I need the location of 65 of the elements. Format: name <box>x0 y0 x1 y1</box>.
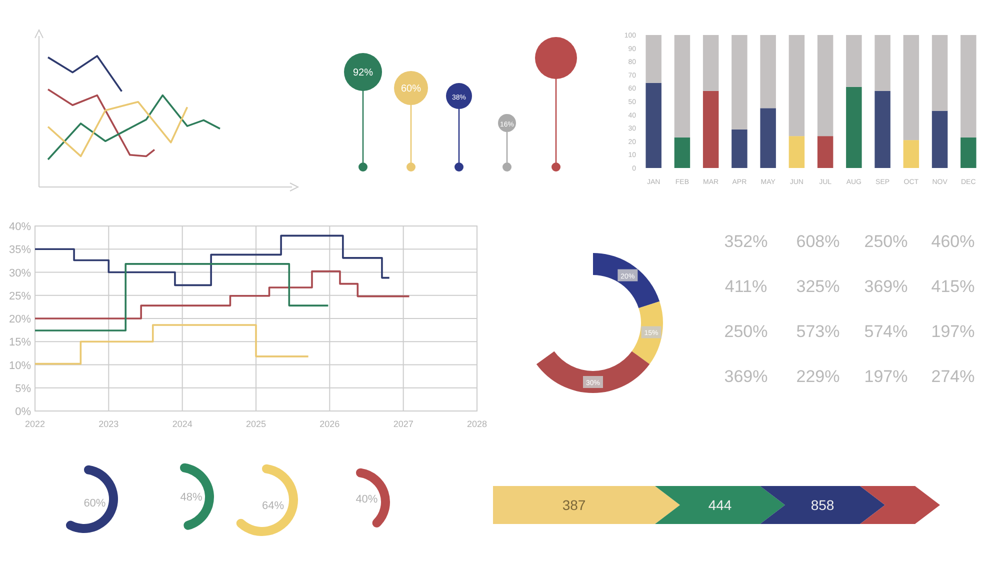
text: 387 <box>562 497 586 513</box>
bar <box>646 35 662 83</box>
bar <box>903 140 920 168</box>
bar <box>760 35 776 108</box>
data-label: 60% <box>84 497 106 510</box>
data-label: 40% <box>356 494 378 506</box>
y-tick-label: 20% <box>8 314 32 326</box>
bar <box>760 108 776 168</box>
bar <box>846 35 862 87</box>
text: 574% <box>864 322 908 341</box>
y-tick-label: 30% <box>8 267 32 280</box>
text: 411% <box>724 277 768 296</box>
text: 60% <box>400 84 422 94</box>
text: 573% <box>796 322 840 341</box>
text: 325% <box>796 277 840 296</box>
bar <box>674 35 690 138</box>
text: 858 <box>810 497 834 513</box>
text: 274% <box>931 367 975 386</box>
bar <box>702 35 719 91</box>
text: 197% <box>864 367 908 386</box>
bar <box>788 136 805 168</box>
text: 197% <box>931 322 975 341</box>
text: 250% <box>864 232 908 251</box>
bar <box>732 129 748 168</box>
x-tick-label: 2026 <box>320 419 340 429</box>
text: 369% <box>724 367 768 386</box>
x-tick-label: 2027 <box>393 419 414 429</box>
data-label: 48% <box>180 491 202 504</box>
text: 460% <box>931 232 975 251</box>
text: 369% <box>864 277 908 296</box>
y-tick-label: 35% <box>8 244 32 256</box>
bar <box>846 86 862 168</box>
data-label: 64% <box>262 500 284 512</box>
bar <box>817 136 834 168</box>
text: 229% <box>796 367 840 386</box>
bar <box>817 35 834 136</box>
bar <box>903 35 920 140</box>
x-tick-label: 2023 <box>98 419 119 429</box>
x-tick-label: 2028 <box>466 419 488 429</box>
bar <box>788 35 805 136</box>
bar <box>932 35 948 111</box>
text: 608% <box>796 232 840 251</box>
bar <box>960 35 976 138</box>
text: 415% <box>931 277 975 296</box>
text: 352% <box>724 232 768 251</box>
bar <box>732 35 748 130</box>
bar <box>674 137 690 168</box>
y-tick-label: 5% <box>15 382 32 395</box>
bar <box>874 35 890 91</box>
y-tick-label: 15% <box>8 336 32 349</box>
bar <box>702 90 719 168</box>
text: 444 <box>708 497 732 513</box>
text: 92% <box>352 68 374 78</box>
y-tick-label: 0% <box>15 406 32 418</box>
text: 250% <box>724 322 768 341</box>
bar <box>874 90 890 168</box>
bar <box>646 82 662 168</box>
bar <box>960 137 976 168</box>
x-tick-label: 2024 <box>172 419 192 429</box>
bar <box>932 110 948 168</box>
y-tick-label: 25% <box>8 290 32 302</box>
y-tick-label: 40% <box>8 221 32 233</box>
y-tick-label: 10% <box>8 360 32 372</box>
x-tick-label: 2022 <box>24 419 46 429</box>
x-tick-label: 2025 <box>246 419 266 429</box>
